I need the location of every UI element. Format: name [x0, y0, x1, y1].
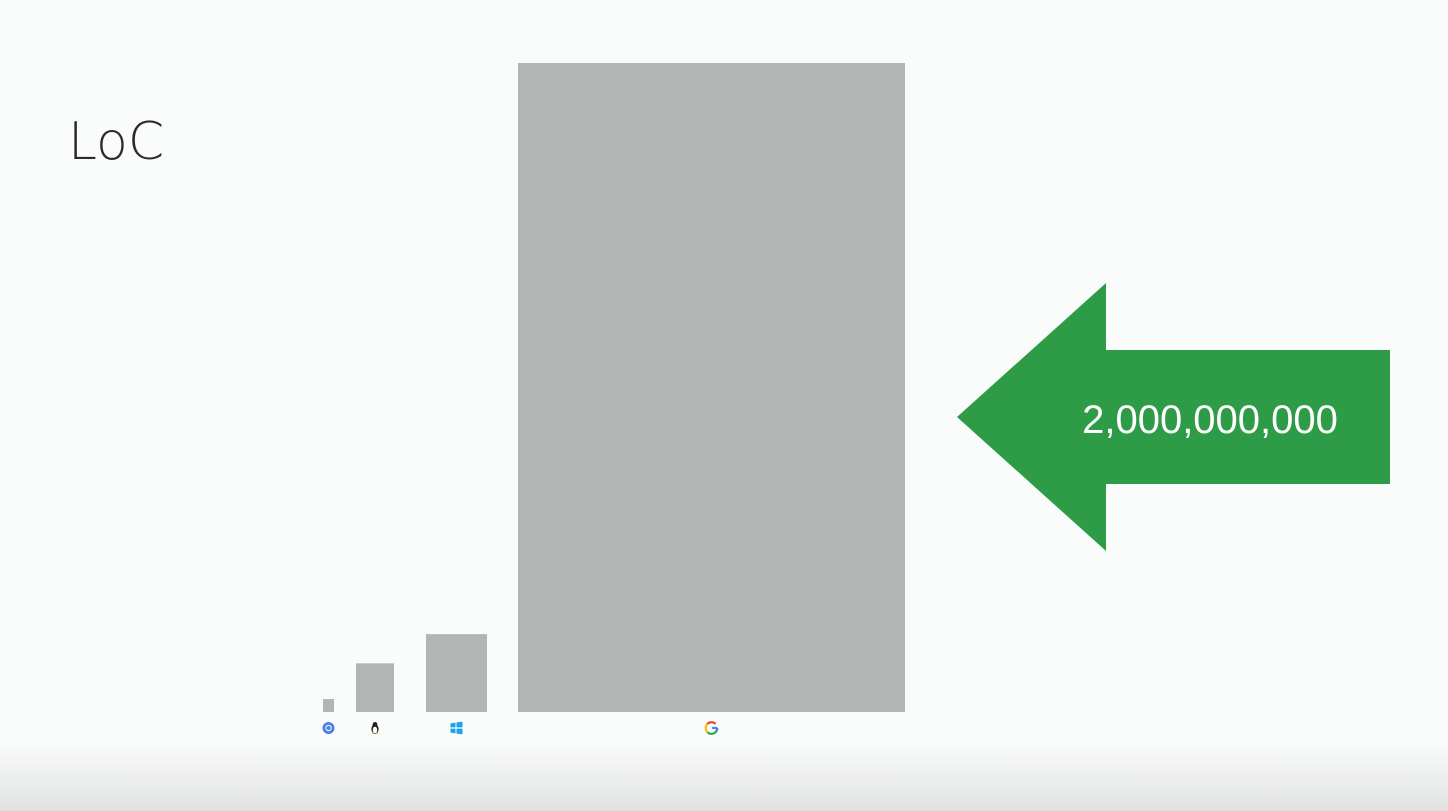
bars-layer: [323, 63, 905, 712]
bottom-shadow: [0, 741, 1448, 811]
slide-title: LoC: [68, 112, 165, 172]
arrow-value-label: 2,000,000,000: [1082, 398, 1338, 442]
google-g-icon: [704, 721, 719, 735]
chromium-icon: [322, 722, 335, 734]
category-icons: [322, 721, 719, 735]
bar-windows: [426, 634, 487, 712]
windows-icon: [450, 721, 463, 735]
bar-chromium: [323, 699, 334, 712]
arrow-shape: [957, 283, 1390, 551]
linux-tux-icon: [371, 722, 379, 734]
annotation-arrow: 2,000,000,000: [957, 283, 1390, 551]
bar-google-g: [518, 63, 905, 712]
bar-linux-tux: [356, 663, 394, 712]
